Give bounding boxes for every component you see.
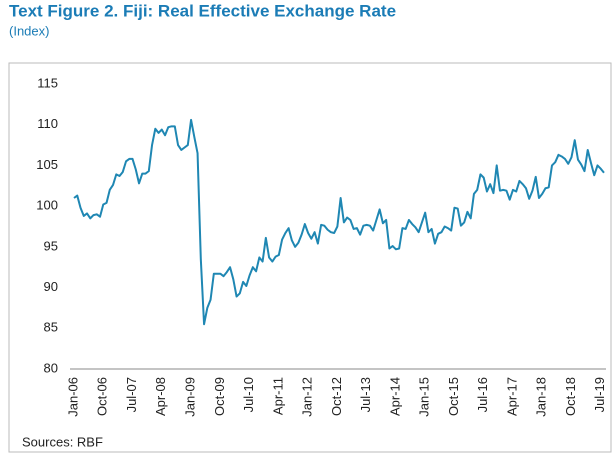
series-line bbox=[73, 118, 605, 326]
x-tick-label: Jul-16 bbox=[475, 377, 490, 412]
x-tick-label: Jan-18 bbox=[534, 377, 549, 417]
y-tick-label: 90 bbox=[44, 279, 58, 294]
y-tick-label: 100 bbox=[36, 198, 58, 213]
y-tick-label: 95 bbox=[44, 238, 58, 253]
x-tick-label: Oct-18 bbox=[563, 377, 578, 416]
x-tick-label: Jan-12 bbox=[300, 377, 315, 417]
x-tick-label: Jan-09 bbox=[182, 377, 197, 417]
x-tick-label: Apr-14 bbox=[387, 377, 402, 416]
x-tick-label: Oct-12 bbox=[329, 377, 344, 416]
chart-title: Text Figure 2. Fiji: Real Effective Exch… bbox=[9, 1, 396, 20]
y-tick-label: 110 bbox=[37, 116, 58, 131]
x-tick-label: Oct-15 bbox=[446, 377, 461, 416]
x-tick-label: Oct-09 bbox=[212, 377, 227, 416]
x-tick-label: Jul-19 bbox=[592, 377, 607, 412]
x-tick-label: Apr-08 bbox=[153, 377, 168, 416]
x-tick-label: Jul-07 bbox=[124, 377, 139, 412]
x-tick-label: Apr-17 bbox=[504, 377, 519, 416]
source-note: Sources: RBF bbox=[22, 434, 103, 449]
x-tick-label: Apr-11 bbox=[270, 377, 285, 415]
y-tick-label: 85 bbox=[44, 320, 58, 335]
x-tick-label: Jan-06 bbox=[65, 377, 80, 417]
x-tick-label: Jul-13 bbox=[358, 377, 373, 412]
chart-border bbox=[8, 62, 612, 453]
chart-subtitle: (Index) bbox=[9, 23, 49, 38]
x-tick-label: Oct-06 bbox=[95, 377, 110, 416]
y-tick-label: 105 bbox=[36, 157, 58, 172]
x-tick-label: Jan-15 bbox=[417, 377, 432, 417]
x-tick-label: Jul-10 bbox=[241, 377, 256, 412]
y-tick-label: 80 bbox=[44, 360, 58, 375]
y-tick-label: 115 bbox=[37, 75, 58, 90]
